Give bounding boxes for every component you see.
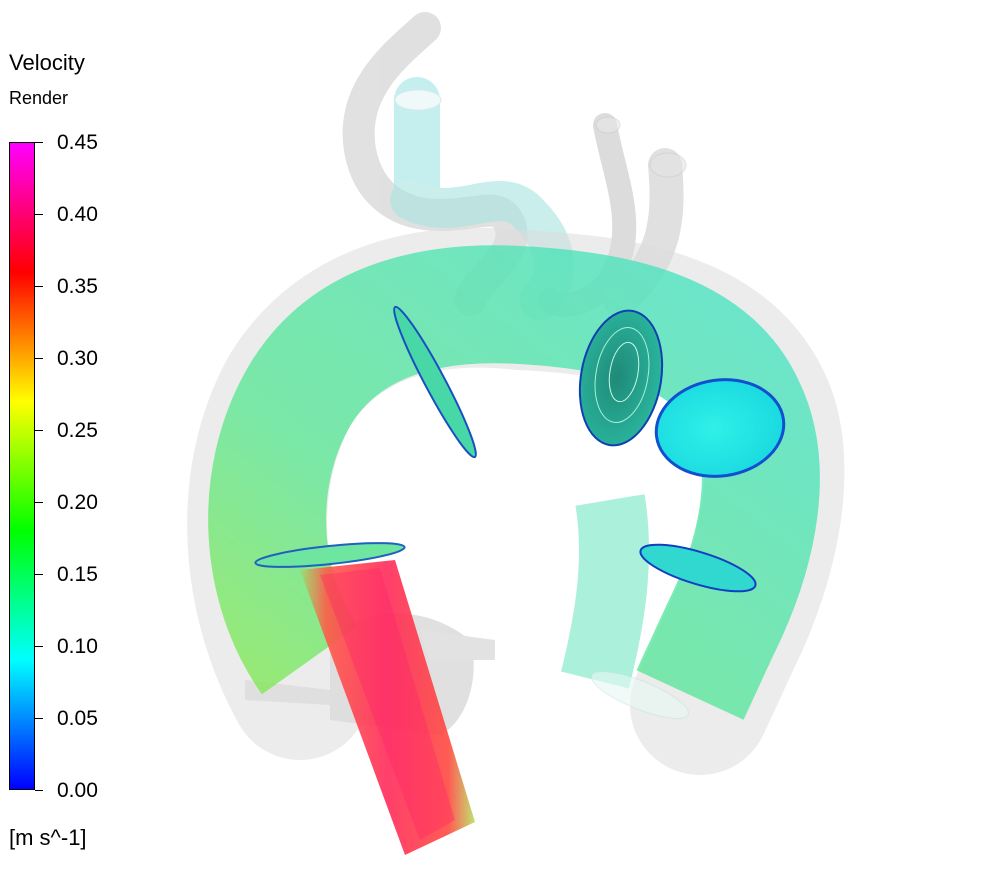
tick-mark bbox=[35, 574, 43, 575]
tick-label: 0.10 bbox=[57, 635, 98, 658]
outlet-rims bbox=[591, 671, 689, 719]
tick-label: 0.30 bbox=[57, 347, 98, 370]
tick-mark bbox=[35, 430, 43, 431]
legend-title: Velocity bbox=[9, 50, 85, 75]
legend-subtitle: Render bbox=[9, 88, 69, 108]
tick-mark bbox=[35, 646, 43, 647]
tick-mark bbox=[35, 358, 43, 359]
aortic-arch bbox=[187, 227, 845, 775]
tick-label: 0.35 bbox=[57, 275, 98, 298]
cut-planes bbox=[254, 305, 786, 593]
tick-label: 0.25 bbox=[57, 419, 98, 442]
cut-plane-proximal-arch bbox=[393, 305, 477, 459]
cut-plane-ascending bbox=[254, 542, 406, 568]
tick-label: 0.40 bbox=[57, 203, 98, 226]
tick-mark bbox=[35, 502, 43, 503]
tick-mark bbox=[35, 286, 43, 287]
tick-label: 0.15 bbox=[57, 563, 98, 586]
tick-label: 0.05 bbox=[57, 707, 98, 730]
tick-label: 0.00 bbox=[57, 779, 98, 802]
tick-mark bbox=[35, 214, 43, 215]
cut-plane-descending bbox=[639, 543, 757, 593]
tick-label: 0.20 bbox=[57, 491, 98, 514]
legend-unit: [m s^-1] bbox=[9, 825, 87, 850]
tick-mark bbox=[35, 718, 43, 719]
cut-plane-distal-arch bbox=[654, 378, 786, 478]
colorbar bbox=[9, 142, 35, 790]
inflow-jet bbox=[300, 560, 475, 855]
tick-mark bbox=[35, 790, 43, 791]
tick-label: 0.45 bbox=[57, 131, 98, 154]
tick-mark bbox=[35, 142, 43, 143]
